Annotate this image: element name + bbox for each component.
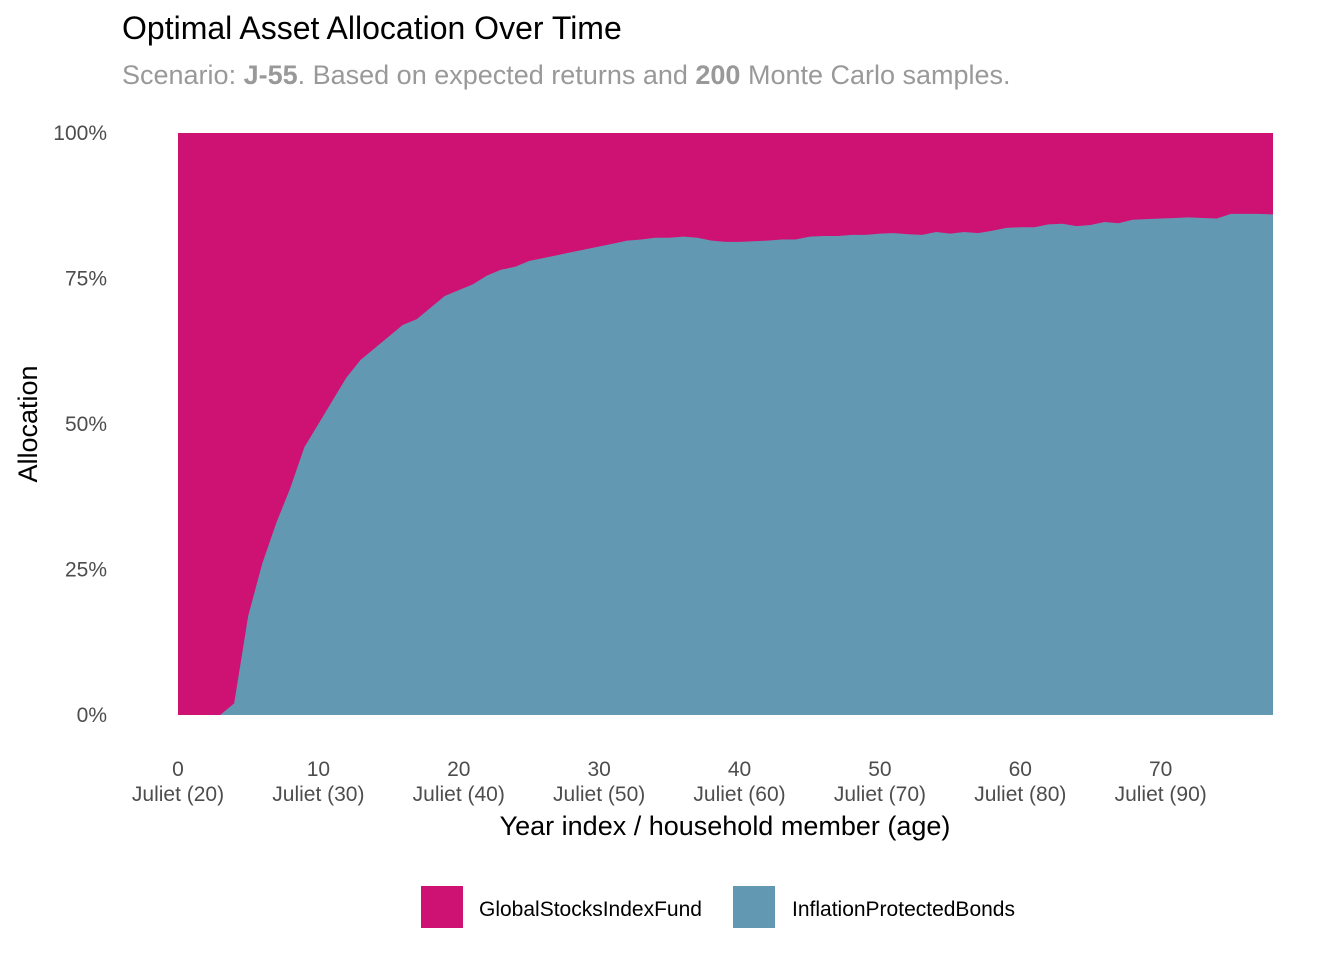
x-tick-sublabel: Juliet (60) bbox=[693, 783, 785, 806]
x-tick-label: 10 bbox=[307, 758, 330, 781]
x-tick-sublabel: Juliet (90) bbox=[1115, 783, 1207, 806]
x-tick-label: 70 bbox=[1149, 758, 1172, 781]
x-tick-label: 40 bbox=[728, 758, 751, 781]
x-tick-label: 20 bbox=[447, 758, 470, 781]
legend-label-GlobalStocksIndexFund: GlobalStocksIndexFund bbox=[479, 898, 702, 921]
y-tick-label: 0% bbox=[77, 704, 107, 727]
x-tick-label: 50 bbox=[868, 758, 891, 781]
x-tick-sublabel: Juliet (30) bbox=[272, 783, 364, 806]
x-tick-sublabel: Juliet (20) bbox=[132, 783, 224, 806]
y-tick-label: 75% bbox=[65, 268, 107, 291]
x-tick-label: 30 bbox=[587, 758, 610, 781]
x-axis-title: Year index / household member (age) bbox=[500, 811, 951, 841]
subtitle-prefix: Scenario: bbox=[122, 60, 244, 90]
x-tick-sublabel: Juliet (70) bbox=[834, 783, 926, 806]
y-tick-label: 25% bbox=[65, 559, 107, 582]
legend-label-InflationProtectedBonds: InflationProtectedBonds bbox=[792, 898, 1015, 921]
x-tick-label: 0 bbox=[172, 758, 184, 781]
subtitle-mid: . Based on expected returns and bbox=[297, 60, 696, 90]
area-InflationProtectedBonds bbox=[178, 213, 1273, 715]
x-tick-sublabel: Juliet (40) bbox=[413, 783, 505, 806]
subtitle-suffix: Monte Carlo samples. bbox=[740, 60, 1011, 90]
y-axis-title: Allocation bbox=[13, 365, 43, 482]
legend-swatch-InflationProtectedBonds bbox=[733, 886, 775, 928]
subtitle-scenario: J-55 bbox=[243, 60, 298, 90]
subtitle-samples: 200 bbox=[695, 60, 741, 90]
y-tick-label: 50% bbox=[65, 413, 107, 436]
chart-title: Optimal Asset Allocation Over Time bbox=[122, 10, 622, 46]
chart-subtitle: Scenario: J-55. Based on expected return… bbox=[122, 60, 1011, 91]
x-tick-sublabel: Juliet (50) bbox=[553, 783, 645, 806]
x-tick-label: 60 bbox=[1009, 758, 1032, 781]
y-tick-label: 100% bbox=[53, 122, 107, 145]
legend-swatch-GlobalStocksIndexFund bbox=[421, 886, 463, 928]
x-tick-sublabel: Juliet (80) bbox=[974, 783, 1066, 806]
